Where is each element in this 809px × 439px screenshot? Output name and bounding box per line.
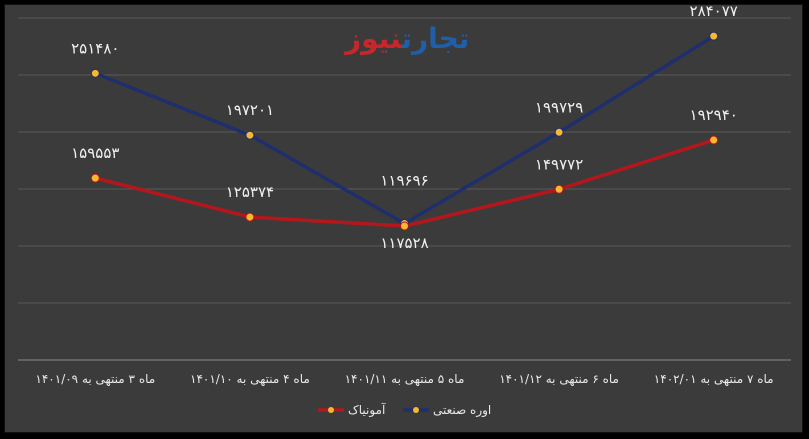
logo-part-2: نیوز — [345, 22, 402, 55]
data-point — [709, 31, 719, 41]
brand-logo: تجارتنیوز — [345, 22, 469, 64]
data-point — [554, 127, 564, 137]
x-tick-label: ماه ۷ منتهی به ۱۴۰۲/۰۱ — [654, 372, 774, 386]
data-point — [554, 184, 564, 194]
data-label: ۱۱۷۵۲۸ — [380, 234, 428, 252]
data-label: ۲۵۱۴۸۰ — [71, 39, 119, 57]
data-label: ۱۲۵۳۷۴ — [226, 183, 274, 201]
x-tick-label: ماه ۶ منتهی به ۱۴۰۱/۱۲ — [499, 372, 619, 386]
series-line-1 — [94, 34, 715, 226]
data-label: ۱۹۷۲۰۱ — [226, 101, 274, 119]
legend-marker — [328, 407, 334, 413]
data-point — [90, 173, 100, 183]
data-point — [709, 135, 719, 145]
legend-label: آمونیاک — [348, 402, 386, 418]
x-tick-label: ماه ۴ منتهی به ۱۴۰۱/۱۰ — [190, 372, 310, 386]
data-label: ۱۹۹۷۲۹ — [535, 98, 583, 116]
logo-part-1: تجارت — [401, 22, 470, 55]
data-point — [90, 68, 100, 78]
data-point — [400, 221, 409, 231]
legend-label: اوره صنعتی — [433, 403, 491, 418]
x-tick-label: ماه ۳ منتهی به ۱۴۰۱/۰۹ — [35, 372, 155, 386]
data-label: ۱۹۲۹۴۰ — [690, 106, 738, 124]
data-label: ۱۵۹۵۵۳ — [71, 144, 119, 162]
data-point — [245, 130, 255, 140]
x-tick-label: ماه ۵ منتهی به ۱۴۰۱/۱۱ — [345, 372, 465, 386]
data-label: ۱۱۹۶۹۶ — [380, 172, 428, 190]
data-point — [245, 212, 255, 222]
legend-marker — [413, 407, 419, 413]
data-label: ۱۴۹۷۷۲ — [535, 155, 583, 173]
data-label: ۲۸۴۰۷۷ — [690, 2, 738, 20]
